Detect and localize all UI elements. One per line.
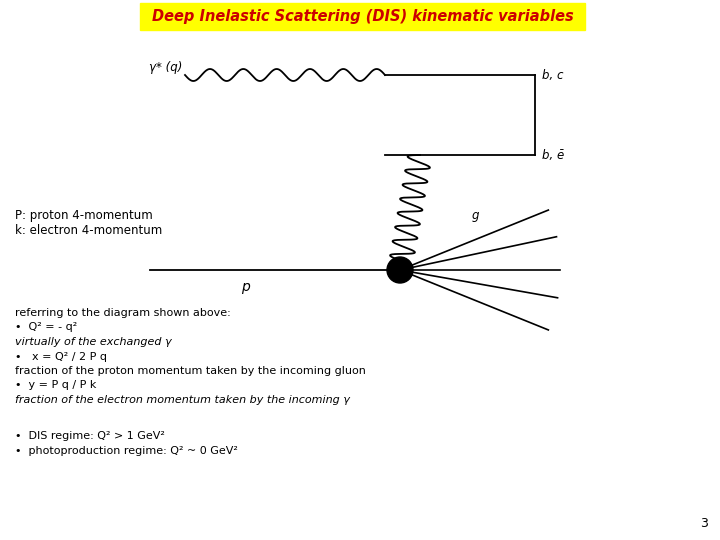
Text: k: electron 4-momentum: k: electron 4-momentum [15, 224, 162, 237]
Text: 3: 3 [700, 517, 708, 530]
Text: b, c: b, c [542, 69, 564, 82]
FancyBboxPatch shape [140, 3, 585, 30]
Text: •   x = Q² / 2 P q: • x = Q² / 2 P q [15, 352, 107, 361]
Text: fraction of the electron momentum taken by the incoming γ: fraction of the electron momentum taken … [15, 395, 350, 405]
Text: •  photoproduction regime: Q² ~ 0 GeV²: • photoproduction regime: Q² ~ 0 GeV² [15, 446, 238, 456]
Text: •  DIS regime: Q² > 1 GeV²: • DIS regime: Q² > 1 GeV² [15, 431, 165, 441]
Text: b, ē: b, ē [542, 148, 564, 161]
Text: g: g [472, 208, 480, 221]
Circle shape [387, 257, 413, 283]
Text: referring to the diagram shown above:: referring to the diagram shown above: [15, 308, 230, 318]
Text: •  y = P q / P k: • y = P q / P k [15, 381, 96, 390]
Text: γ* (q): γ* (q) [148, 62, 182, 75]
Text: virtually of the exchanged γ: virtually of the exchanged γ [15, 337, 171, 347]
Text: •  Q² = - q²: • Q² = - q² [15, 322, 77, 333]
Text: P: proton 4-momentum: P: proton 4-momentum [15, 208, 153, 221]
Text: p: p [240, 280, 249, 294]
Text: Deep Inelastic Scattering (DIS) kinematic variables: Deep Inelastic Scattering (DIS) kinemati… [152, 10, 574, 24]
Text: fraction of the proton momentum taken by the incoming gluon: fraction of the proton momentum taken by… [15, 366, 366, 376]
